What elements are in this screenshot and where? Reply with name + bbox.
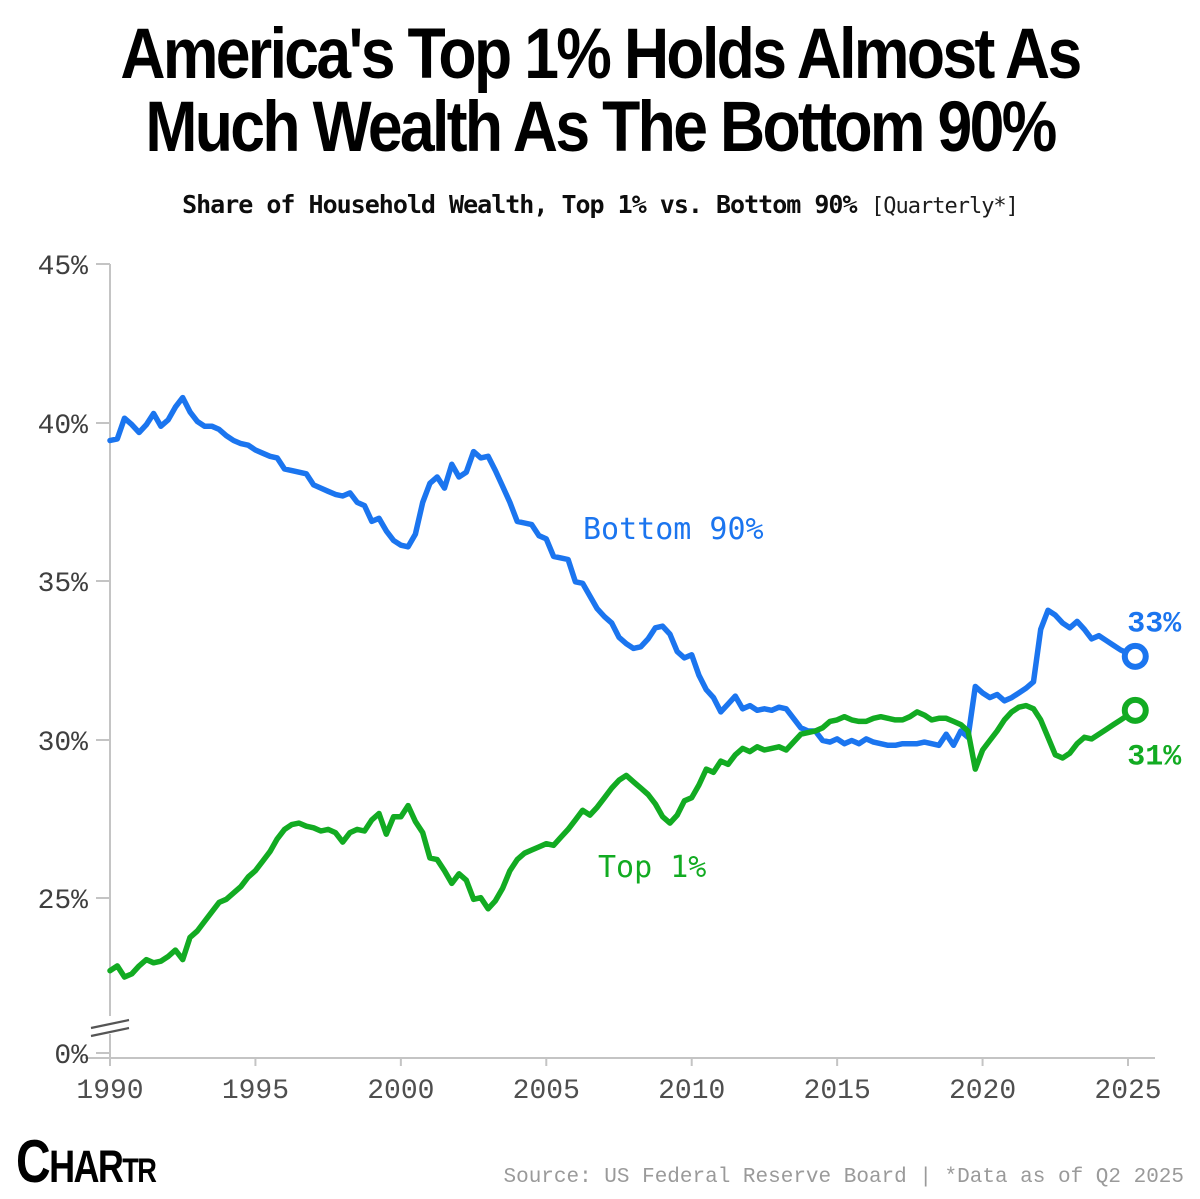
x-tick-label: 2000 [367, 1076, 434, 1107]
y-tick-label: 25% [38, 886, 89, 917]
x-tick-label: 2020 [949, 1076, 1016, 1107]
source-attribution: Source: US Federal Reserve Board | *Data… [503, 1166, 1184, 1189]
y-tick-label: 45% [38, 252, 89, 283]
series-lines [107, 394, 1139, 980]
logo-letter: C [16, 1128, 51, 1195]
series-end-value-label: 31% [1127, 740, 1182, 774]
y-tick-label: 0% [54, 1041, 88, 1072]
y-tick-label: 35% [38, 569, 89, 600]
x-tick-label: 2015 [804, 1076, 871, 1107]
x-tick-label: 2025 [1094, 1076, 1161, 1107]
axes: 45% 40% 35% 30% 25% 0% 1990 1995 2000 2005 2010 201… [38, 252, 1162, 1107]
x-tick-label: 1995 [222, 1076, 289, 1107]
chart-subtitle: Share of Household Wealth, Top 1% vs. Bo… [0, 190, 1200, 219]
chart-subtitle-note: [Quarterly*] [870, 194, 1019, 219]
y-tick-label: 30% [38, 728, 89, 759]
series-line-bottom-90- [107, 394, 1139, 749]
x-tick-label: 2005 [513, 1076, 580, 1107]
logo-letter: R [137, 1152, 157, 1190]
logo-letter: H [49, 1141, 75, 1192]
page-title-line-2: Much Wealth As The Bottom 90% [145, 88, 1057, 167]
x-tick-label: 1990 [76, 1076, 143, 1107]
logo-letter: A [73, 1141, 99, 1192]
logo-letter: R [97, 1141, 124, 1192]
series-end-marker [1121, 696, 1149, 724]
series-name-label: Bottom 90% [583, 512, 764, 547]
chart-subtitle-text: Share of Household Wealth, Top 1% vs. Bo… [182, 190, 857, 219]
axis-break-slash-2 [90, 1026, 130, 1038]
x-tick-label: 2010 [658, 1076, 725, 1107]
series-annotations: 33% Bottom 90% 31% Top 1% [583, 512, 1182, 885]
series-line-top-1- [107, 702, 1139, 980]
page-title: America's Top 1% Holds Almost As Much We… [72, 18, 1128, 164]
y-tick-label: 40% [38, 411, 89, 442]
series-end-value-label: 33% [1127, 607, 1182, 641]
series-name-label: Top 1% [598, 850, 706, 885]
series-end-marker [1121, 642, 1149, 670]
page-title-line-1: America's Top 1% Holds Almost As [120, 15, 1082, 94]
logo-letter: T [122, 1152, 139, 1190]
axis-break-slash-1 [90, 1018, 130, 1030]
